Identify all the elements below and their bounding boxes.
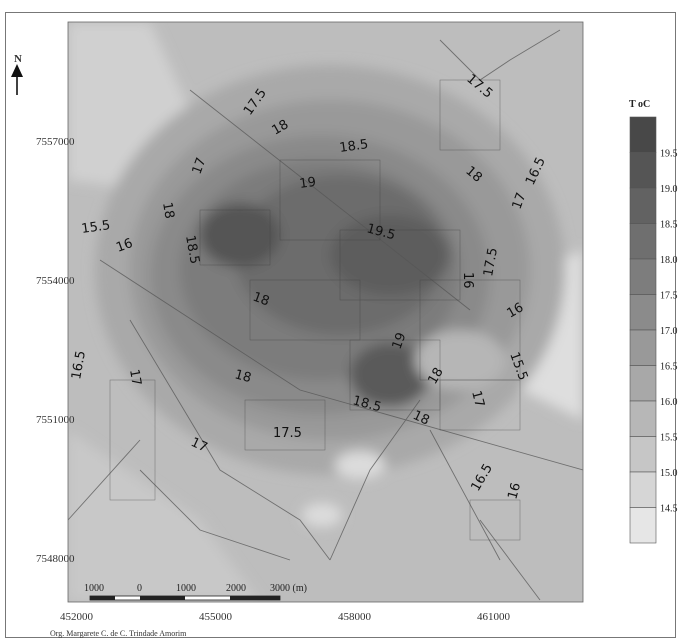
isotherm-label: 16 <box>114 236 135 256</box>
isotherm-label: 19.5 <box>365 221 397 243</box>
isotherm-label: 16.5 <box>69 350 89 381</box>
legend-swatch <box>629 258 657 295</box>
x-tick-label: 455000 <box>199 611 233 623</box>
y-tick-label: 7548000 <box>36 553 75 565</box>
isotherm-label: 18 <box>270 117 292 138</box>
x-tick-label: 452000 <box>60 611 94 623</box>
legend-label: 17.5 <box>660 291 678 302</box>
legend-swatch <box>629 365 657 402</box>
isotherm-label: 17 <box>188 435 209 456</box>
legend-label: 18.0 <box>660 255 678 266</box>
legend-swatch <box>629 187 657 224</box>
isotherm-label: 18 <box>425 365 446 387</box>
isotherm-label: 17 <box>126 368 144 387</box>
isotherm-label: 18 <box>233 367 253 386</box>
legend-label: 17.0 <box>660 326 678 337</box>
isotherm-label: 16 <box>505 300 527 321</box>
scale-label: 3000 (m) <box>270 583 307 594</box>
isotherm-label: 18 <box>251 290 272 310</box>
legend-label: 15.0 <box>660 468 678 479</box>
isotherm-label: 18.5 <box>351 393 383 415</box>
isotherm-label: 17.5 <box>273 426 302 441</box>
road-network <box>68 29 583 601</box>
legend-swatch <box>629 507 657 544</box>
isotherm-label: 17 <box>510 191 530 212</box>
legend-swatch <box>629 223 657 260</box>
urban-blocks <box>109 79 521 541</box>
scale-label: 0 <box>137 583 142 594</box>
isotherm-label: 18.5 <box>182 234 202 265</box>
legend-swatch <box>629 436 657 473</box>
isotherm-label: 17 <box>190 156 210 177</box>
isotherm-label: 18 <box>159 201 177 220</box>
scale-label: 1000 <box>84 583 104 594</box>
isotherm-label: 17.5 <box>481 247 501 278</box>
x-axis: 452000 455000 458000 461000 <box>60 611 511 623</box>
y-axis: 7557000 7554000 7551000 7548000 <box>36 136 75 565</box>
legend-label: 19.5 <box>660 149 678 160</box>
isotherm-label: 16 <box>460 272 475 289</box>
legend-swatch <box>629 116 657 153</box>
legend-label: 18.5 <box>660 220 678 231</box>
svg-text:N: N <box>14 53 22 65</box>
legend-swatch <box>629 152 657 189</box>
temperature-legend: T oC 19.5 19.0 18.5 18.0 17.5 17.0 16.5 16.0 15.… <box>629 99 678 544</box>
isotherm-label: 17 <box>468 389 487 409</box>
legend-label: 14.5 <box>660 504 678 515</box>
isotherm-label: 16 <box>505 481 524 501</box>
credit-text: Org. Margarete C. de C. Trindade Amorim <box>50 629 187 638</box>
y-tick-label: 7557000 <box>36 136 75 148</box>
x-tick-label: 461000 <box>477 611 511 623</box>
legend-label: 16.0 <box>660 397 678 408</box>
map-area <box>68 22 583 602</box>
scale-label: 2000 <box>226 583 246 594</box>
isotherm-label: 15.5 <box>80 218 111 237</box>
scale-label: 1000 <box>176 583 196 594</box>
isotherm-label: 18.5 <box>338 137 369 156</box>
legend-label: 15.5 <box>660 433 678 444</box>
isotherm-label: 19 <box>390 331 410 352</box>
legend-title: T oC <box>629 99 650 110</box>
legend-label: 19.0 <box>660 184 678 195</box>
scale-bar: 1000 0 1000 2000 3000 (m) <box>84 583 307 601</box>
isotherm-label: 19 <box>298 175 316 192</box>
isotherm-label: 18 <box>410 408 431 429</box>
legend-swatch <box>629 329 657 366</box>
legend-swatch <box>629 471 657 508</box>
north-arrow: N <box>11 53 23 95</box>
legend-swatch <box>629 294 657 331</box>
isotherm-labels: 17.5 18 17 15.5 16 18.5 19 19.5 17.5 18 … <box>69 72 549 501</box>
legend-swatch <box>629 400 657 437</box>
x-tick-label: 458000 <box>338 611 372 623</box>
y-tick-label: 7554000 <box>36 275 75 287</box>
y-tick-label: 7551000 <box>36 414 75 426</box>
legend-label: 16.5 <box>660 362 678 373</box>
